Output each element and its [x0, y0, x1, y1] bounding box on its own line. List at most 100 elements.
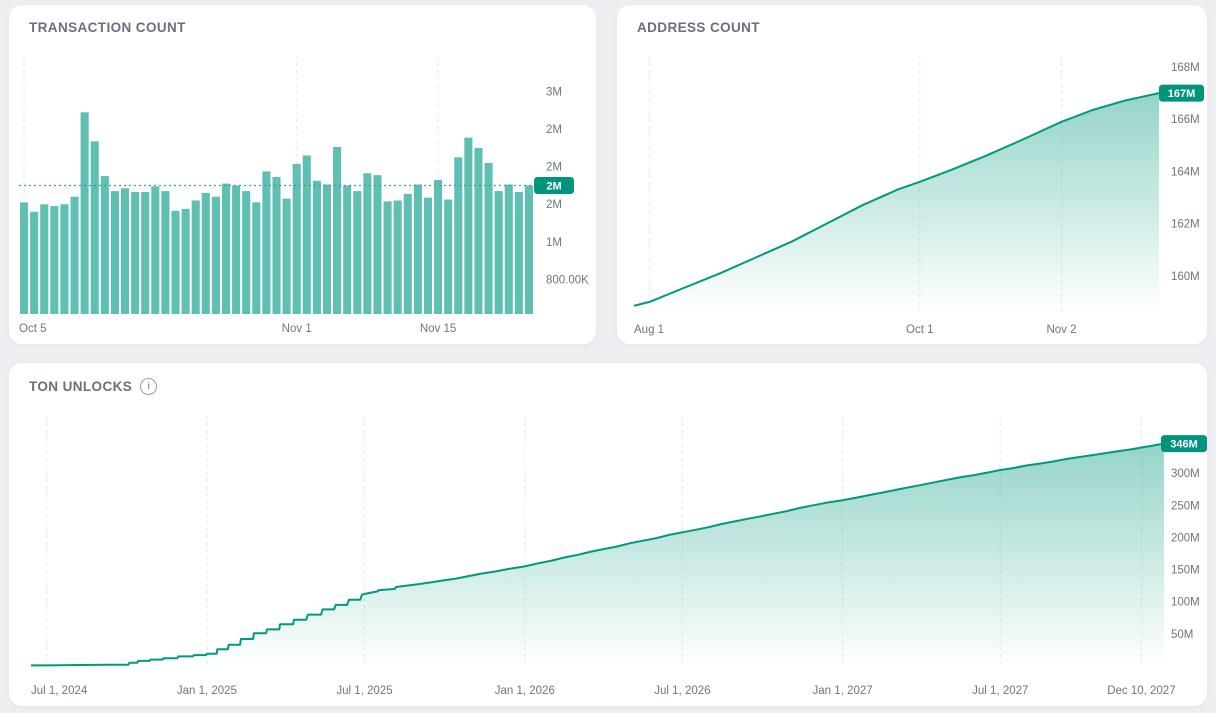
bar[interactable] [100, 176, 109, 314]
bar[interactable] [131, 192, 140, 314]
bar[interactable] [444, 199, 453, 314]
bar[interactable] [403, 193, 412, 314]
bar[interactable] [333, 147, 342, 314]
x-axis-label: Jul 1, 2024 [31, 685, 88, 697]
x-axis-label: Jan 1, 2027 [813, 685, 873, 697]
bar[interactable] [363, 173, 372, 314]
bar[interactable] [393, 200, 402, 314]
series-line [31, 442, 1165, 667]
bar[interactable] [161, 191, 170, 314]
current-value-badge [1161, 435, 1207, 453]
area-fill [634, 93, 1159, 311]
y-axis-label: 50M [1171, 629, 1193, 641]
area-fill [31, 443, 1164, 666]
x-axis-label: Aug 1 [634, 324, 664, 336]
bar[interactable] [494, 191, 503, 314]
bar[interactable] [343, 185, 352, 314]
bar[interactable] [40, 204, 49, 314]
bar[interactable] [322, 184, 332, 314]
bar[interactable] [60, 204, 69, 314]
bar[interactable] [90, 141, 99, 314]
bar[interactable] [434, 179, 443, 314]
bar[interactable] [30, 211, 39, 314]
bar[interactable] [181, 208, 190, 314]
bar[interactable] [282, 198, 291, 314]
bar[interactable] [232, 185, 241, 314]
bar[interactable] [292, 163, 301, 314]
bar[interactable] [423, 197, 433, 314]
x-axis-label: Oct 1 [906, 324, 933, 336]
bar[interactable] [171, 210, 180, 314]
x-axis-label: Jan 1, 2026 [495, 685, 555, 697]
bar[interactable] [413, 184, 422, 314]
bar[interactable] [252, 202, 261, 314]
x-axis-label: Oct 5 [19, 323, 46, 335]
y-axis-label: 100M [1171, 597, 1200, 609]
x-axis-label: Nov 1 [282, 323, 312, 335]
y-axis-label: 162M [1171, 219, 1200, 231]
series-line [633, 92, 1160, 307]
ton-unlocks-chart[interactable]: 300M 250M 200M 150M 100M 50M Jul 1, 2024 Jan 1,… [9, 363, 1207, 706]
y-axis-label: 3M [546, 87, 562, 99]
bar[interactable] [454, 157, 463, 314]
bar[interactable] [20, 202, 29, 314]
bar[interactable] [464, 137, 473, 314]
card-title-transaction-count: TRANSACTION COUNT [29, 20, 186, 35]
bar[interactable] [514, 192, 523, 314]
bar[interactable] [484, 162, 493, 314]
bar[interactable] [120, 188, 130, 314]
y-axis-label: 2M [546, 162, 562, 174]
y-axis-label: 2M [546, 124, 562, 136]
bar[interactable] [504, 184, 513, 314]
bar[interactable] [221, 183, 231, 314]
y-axis-label: 1M [546, 237, 562, 249]
y-axis-label: 160M [1171, 271, 1200, 283]
bar[interactable] [353, 191, 362, 314]
address-count-chart[interactable]: 168M 166M 164M 162M 160M Aug 1 Oct 1 Nov 2 167M [617, 5, 1207, 344]
y-axis-label: 150M [1171, 565, 1200, 577]
x-axis-label: Dec 10, 2027 [1107, 685, 1175, 697]
bar[interactable] [383, 201, 392, 314]
bar[interactable] [262, 171, 271, 314]
bar[interactable] [474, 147, 483, 314]
bar[interactable] [80, 112, 89, 314]
current-value-badge-label: 2M [546, 181, 561, 193]
bar[interactable] [524, 185, 533, 314]
bar[interactable] [312, 180, 321, 314]
card-title-ton-unlocks: TON UNLOCKS [29, 379, 133, 394]
y-axis-label: 800.00K [546, 274, 589, 286]
y-axis-label: 164M [1171, 166, 1200, 178]
chart-canvas[interactable]: 168M 166M 164M 162M 160M Aug 1 Oct 1 Nov 2 167M [617, 5, 1209, 346]
address-count-card: ADDRESS COUNT 168M 166M 164M 162M 160M Aug 1 O… [616, 4, 1208, 345]
y-axis-label: 2M [546, 199, 562, 211]
x-axis-label: Jul 1, 2025 [336, 685, 392, 697]
current-value-badge [534, 177, 574, 194]
current-value-badge [1159, 84, 1204, 102]
bar[interactable] [141, 192, 150, 314]
x-axis-label: Jul 1, 2026 [654, 685, 710, 697]
bar[interactable] [242, 191, 251, 314]
chart-canvas[interactable]: 300M 250M 200M 150M 100M 50M Jul 1, 2024 Jan 1,… [9, 363, 1209, 708]
y-axis-label: 300M [1171, 468, 1200, 480]
bar[interactable] [50, 206, 59, 314]
chart-canvas[interactable]: 3M 2M 2M 2M 1M 800.00K Oct 5 Nov 1 Nov 15 2M [9, 5, 598, 346]
bar[interactable] [191, 200, 200, 314]
bar[interactable] [201, 192, 210, 314]
info-icon[interactable]: i [140, 378, 158, 395]
bar[interactable] [272, 177, 281, 314]
bar[interactable] [302, 155, 311, 314]
bar[interactable] [373, 175, 382, 314]
transaction-count-chart[interactable]: 3M 2M 2M 2M 1M 800.00K Oct 5 Nov 1 Nov 15 2M [9, 5, 596, 344]
transaction-count-card: TRANSACTION COUNT 3M 2M 2M 2M 1M 800.00K Oct 5… [8, 4, 597, 345]
x-axis-label: Nov 2 [1046, 324, 1076, 336]
transaction-count-header: TRANSACTION COUNT [29, 20, 186, 35]
y-axis-label: 168M [1171, 62, 1200, 74]
bar[interactable] [110, 191, 119, 314]
bar[interactable] [151, 186, 160, 314]
ton-unlocks-header: TON UNLOCKS i [29, 378, 158, 395]
x-axis-label: Jan 1, 2025 [177, 685, 237, 697]
bar[interactable] [211, 196, 220, 314]
current-value-badge-label: 346M [1170, 439, 1198, 451]
bar[interactable] [70, 196, 79, 314]
y-axis-label: 250M [1171, 500, 1200, 512]
